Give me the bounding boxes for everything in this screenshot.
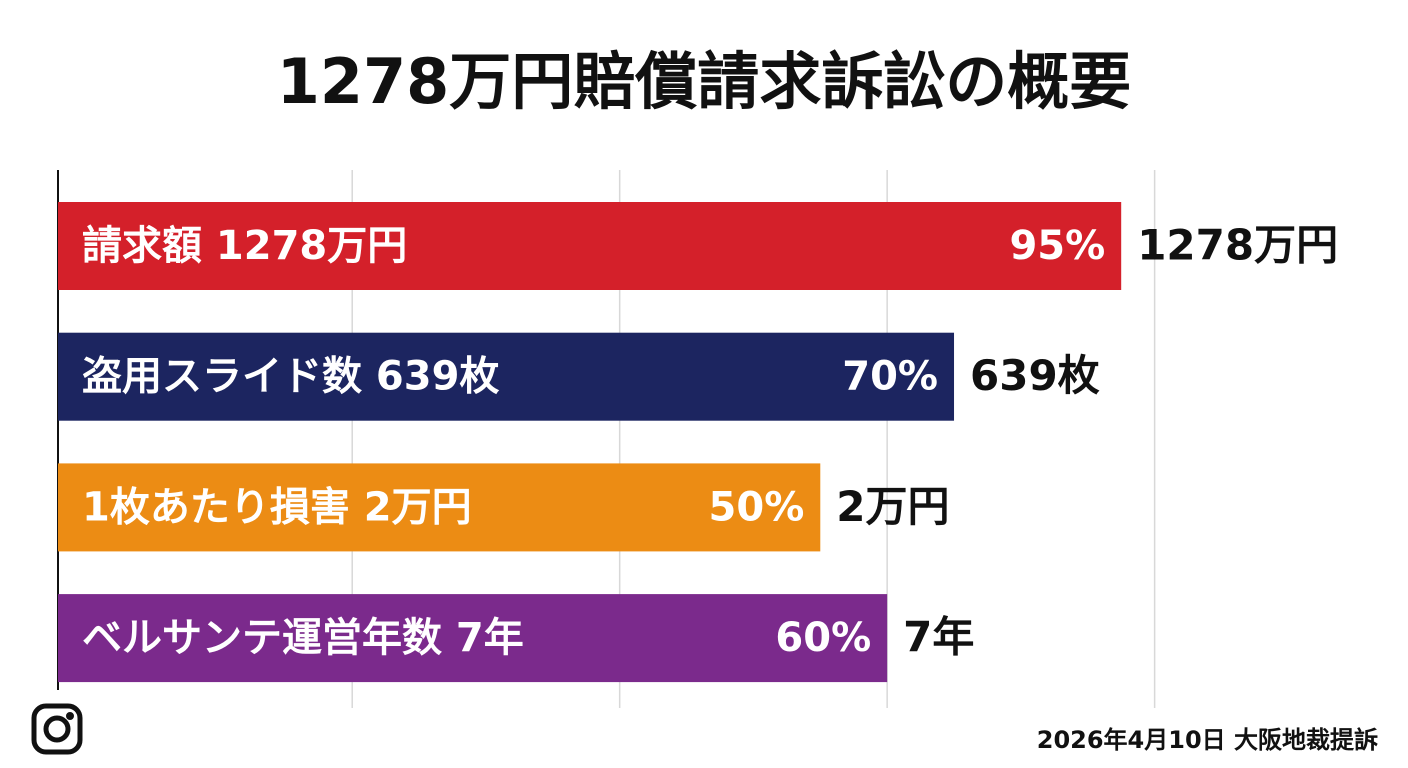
- bar: [58, 332, 955, 421]
- footnote: 2026年4月10日 大阪地裁提訴: [1037, 726, 1378, 754]
- instagram-icon: [31, 703, 83, 755]
- bar: [58, 202, 1122, 290]
- value-label: 60%: [775, 615, 871, 661]
- value-label: 50%: [709, 484, 805, 530]
- bar-label: 請求額 1278万円: [82, 223, 407, 269]
- bar: [58, 594, 888, 683]
- value-label: 95%: [1009, 223, 1105, 269]
- bar-label: 1枚あたり損害 2万円: [82, 484, 472, 530]
- bar: [58, 463, 821, 552]
- end-label: 7年: [903, 613, 974, 662]
- value-label: 70%: [842, 354, 938, 400]
- bar-label: ベルサンテ運営年数 7年: [82, 615, 524, 661]
- end-label: 1278万円: [1137, 221, 1338, 270]
- end-label: 639枚: [970, 351, 1100, 400]
- chart-title: 1278万円賠償請求訴訟の概要: [277, 45, 1132, 118]
- end-label: 2万円: [836, 482, 949, 531]
- bar-label: 盗用スライド数 639枚: [82, 354, 499, 400]
